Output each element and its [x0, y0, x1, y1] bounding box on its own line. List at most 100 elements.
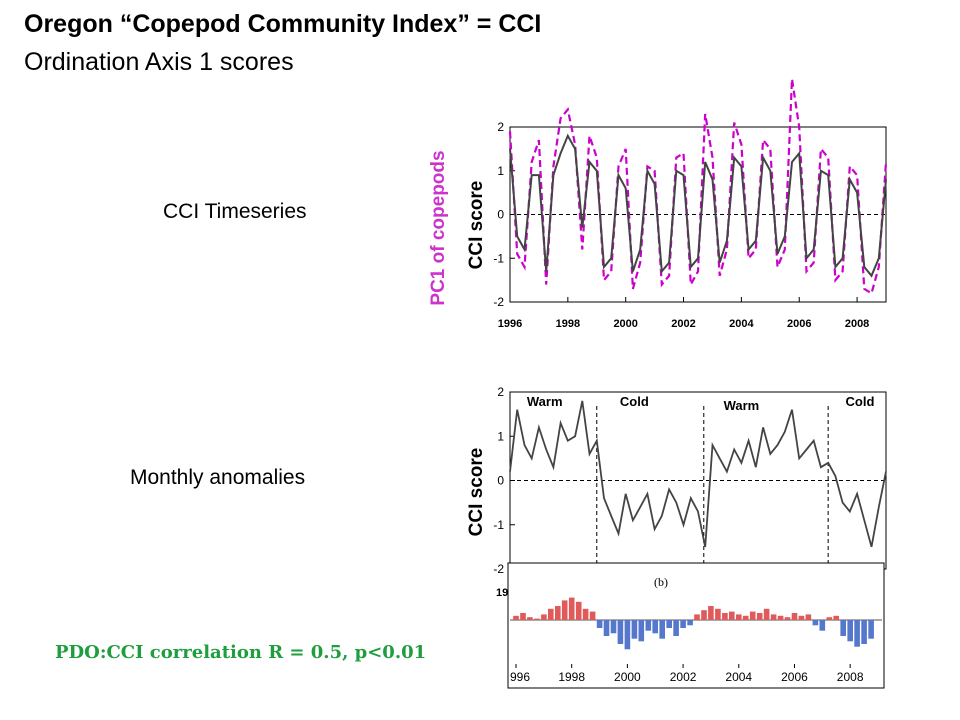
chart1-y-axis: 2 1 0 -1 -2: [493, 120, 515, 309]
pdo-bar: [687, 620, 693, 626]
chart2-y-tick: 2: [497, 385, 504, 399]
chart1-x-tick: 2002: [671, 318, 695, 330]
pdo-bar: [680, 620, 686, 628]
chart1-y-tick: 0: [497, 208, 504, 222]
pdo-bar: [624, 620, 631, 650]
pdo-bar: [548, 608, 554, 620]
chart2-y-tick: -2: [493, 562, 504, 576]
slide-title: Oregon “Copepod Community Index” = CCI: [24, 10, 542, 38]
pdo-bar: [826, 617, 833, 620]
pdo-bar: [854, 620, 860, 647]
chart1-ylabel-cci: CCI score: [466, 181, 487, 270]
pdo-bar: [534, 618, 540, 620]
pdo-bar: [527, 617, 533, 620]
chart3-x-tick: 2008: [837, 670, 864, 684]
pdo-bar: [791, 613, 798, 620]
pdo-bar: [819, 620, 826, 631]
regime-label: Warm: [527, 394, 563, 409]
chart1-y-tick: -2: [493, 295, 504, 309]
chart2-y-tick: -1: [493, 518, 504, 532]
chart3-x-tick: 2004: [725, 670, 752, 684]
chart2-y-tick: 1: [497, 429, 504, 443]
pdo-bar: [840, 620, 846, 636]
pdo-bar: [513, 615, 519, 620]
pdo-bar: [833, 615, 839, 620]
pdo-bar: [715, 608, 721, 620]
chart-cci-timeseries: 2 1 0 -1 -2 1996 1998 2000 2002 2004 2006 2008 CCI…: [428, 78, 888, 330]
pdo-bar: [645, 620, 652, 631]
pdo-bar: [541, 614, 547, 620]
chart3-x-tick: 2002: [670, 670, 697, 684]
pdo-bar: [694, 614, 700, 620]
chart3-x-tick: 996: [510, 670, 530, 684]
pdo-bar: [749, 611, 756, 620]
pdo-bar: [589, 611, 596, 620]
chart2-ylabel-cci: CCI score: [466, 448, 487, 537]
chart1-x-tick: 2008: [845, 318, 869, 330]
pdo-bar: [770, 614, 777, 620]
series-cci-monthly: [509, 400, 887, 548]
pdo-bar: [722, 613, 728, 620]
chart1-x-tick: 1998: [556, 318, 580, 330]
chart1-x-axis: 1996 1998 2000 2002 2004 2006 2008: [498, 297, 869, 330]
chart3-x-axis: 996 1998 2000 2002 2004 2006 2008: [510, 664, 864, 684]
pdo-bar: [701, 610, 707, 620]
pdo-bar: [673, 620, 679, 636]
pdo-cci-correlation: PDO:CCI correlation R = 0.5, p<0.01: [55, 642, 427, 663]
series-cci-score: [509, 133, 887, 278]
pdo-bar: [631, 620, 638, 639]
pdo-bar: [582, 608, 589, 620]
series-pc1-of-copepods: [508, 78, 888, 295]
pdo-bar: [784, 617, 791, 620]
pdo-bar: [861, 620, 867, 644]
slide-subtitle: Ordination Axis 1 scores: [24, 48, 294, 76]
pdo-bar: [805, 614, 812, 620]
pdo-bar: [736, 614, 742, 620]
chart3-panel-label: (b): [654, 575, 668, 589]
pdo-bar: [756, 613, 763, 620]
chart3-x-tick: 2006: [781, 670, 808, 684]
regime-label: Warm: [724, 398, 760, 413]
pdo-bar: [729, 611, 735, 620]
pdo-bar: [868, 620, 874, 639]
chart2-y-tick: 0: [497, 474, 504, 488]
chart3-bars: [513, 597, 874, 650]
pdo-bar: [575, 601, 582, 620]
pdo-bar: [603, 620, 610, 636]
pdo-bar: [555, 606, 561, 620]
chart1-x-tick: 1996: [498, 318, 522, 330]
chart2-x-tick-partial: 19: [496, 587, 508, 599]
pdo-bar: [708, 606, 714, 620]
pdo-bar: [742, 615, 749, 620]
label-monthly-anomalies: Monthly anomalies: [130, 466, 306, 489]
chart2-y-axis: 2 1 0 -1 -2: [493, 385, 515, 576]
pdo-bar: [659, 620, 665, 639]
chart2-regime-labels: Warm Cold Warm Cold: [527, 394, 875, 413]
pdo-bar: [847, 620, 853, 642]
chart1-x-tick: 2000: [613, 318, 637, 330]
pdo-bar: [596, 620, 603, 628]
pdo-bar: [812, 620, 819, 626]
pdo-bar: [610, 620, 617, 634]
chart1-y-tick: -1: [493, 251, 504, 265]
chart-pdo-bars: 996 1998 2000 2002 2004 2006 2008 (b): [507, 562, 885, 689]
pdo-bar: [561, 600, 568, 620]
pdo-bar: [617, 620, 624, 644]
pdo-bar: [520, 613, 526, 620]
chart1-x-tick: 2006: [787, 318, 811, 330]
chart1-y-tick: 2: [497, 120, 504, 134]
pdo-bar: [652, 620, 658, 634]
chart3-x-tick: 2000: [614, 670, 641, 684]
label-cci-timeseries: CCI Timeseries: [163, 200, 307, 223]
pdo-bar: [666, 620, 672, 628]
pdo-bar: [638, 620, 645, 642]
chart1-x-tick: 2004: [729, 318, 754, 330]
pdo-bar: [798, 615, 805, 620]
regime-label: Cold: [620, 394, 649, 409]
chart1-y-tick: 1: [497, 164, 504, 178]
pdo-bar: [568, 597, 575, 620]
regime-label: Cold: [846, 394, 875, 409]
chart1-ylabel-pc1: PC1 of copepods: [428, 150, 449, 305]
pdo-bar: [763, 608, 770, 620]
